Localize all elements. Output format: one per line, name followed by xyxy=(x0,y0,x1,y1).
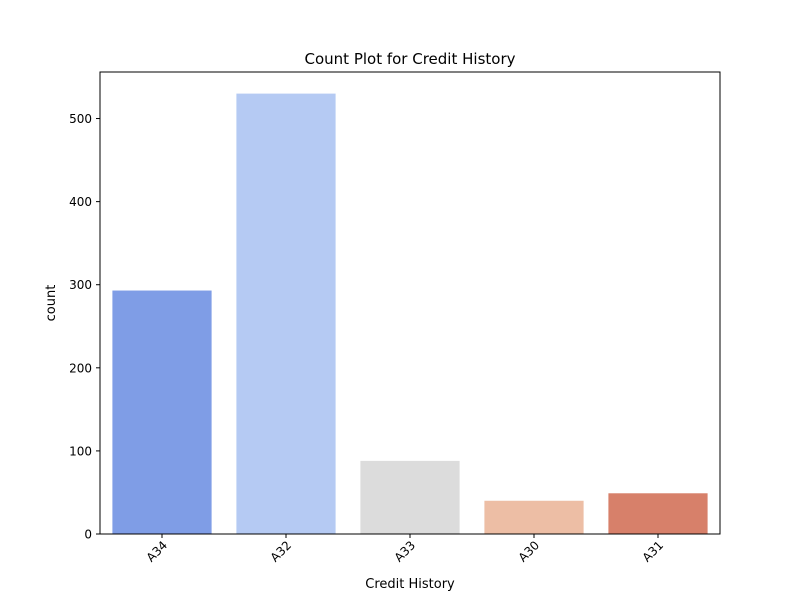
bar-a31 xyxy=(608,493,708,534)
y-tick-label: 0 xyxy=(84,528,92,542)
y-axis-label: count xyxy=(44,285,59,322)
bar-a33 xyxy=(360,460,460,534)
y-tick-label: 100 xyxy=(69,444,92,458)
bar-a32 xyxy=(236,93,336,535)
bar-a34 xyxy=(112,290,212,534)
y-tick-label: 300 xyxy=(69,278,92,292)
y-tick-label: 500 xyxy=(69,112,92,126)
bars-group xyxy=(112,93,708,535)
chart-title: Count Plot for Credit History xyxy=(305,50,516,68)
y-tick-label: 400 xyxy=(69,195,92,209)
x-axis-label: Credit History xyxy=(365,577,455,592)
y-tick-label: 200 xyxy=(69,361,92,375)
bar-a30 xyxy=(484,500,584,534)
y-axis: 0 100 200 300 400 500 xyxy=(69,112,100,542)
